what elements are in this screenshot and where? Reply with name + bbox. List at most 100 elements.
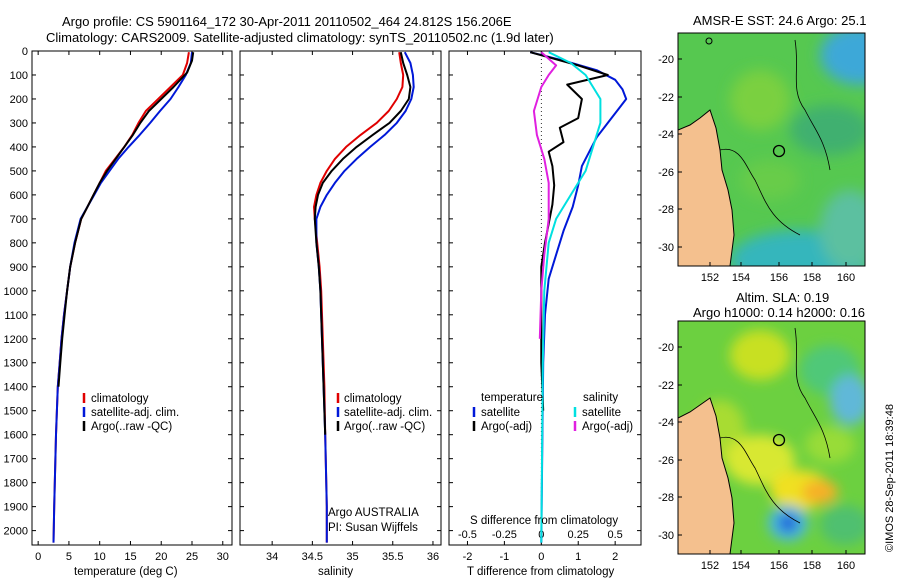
salinity-xlabel: salinity xyxy=(318,566,353,578)
y-tick-label: 2000 xyxy=(4,526,28,538)
series-line-satellite xyxy=(315,51,415,543)
sst-map-ticks: 152 154 156 158 160 -20 -22 -24 -26 -28 -30 xyxy=(658,54,855,284)
y-tick-label: 1400 xyxy=(4,382,28,394)
x-tick-label-top: -0.5 xyxy=(458,529,477,541)
plot-frame xyxy=(31,50,233,546)
lon-tick-label: 160 xyxy=(837,560,855,572)
x-tick-label: -2 xyxy=(463,551,473,563)
series-line-temperature-argo xyxy=(529,51,609,411)
salinity-legend: climatology satellite-adj. clim. Argo(..… xyxy=(328,393,432,534)
y-tick-label: 100 xyxy=(10,70,28,82)
annotation-argo-australia: Argo AUSTRALIA xyxy=(328,507,419,519)
legend-label-climatology: climatology xyxy=(344,393,402,405)
lat-tick-label: -30 xyxy=(658,530,674,542)
lat-tick-label: -20 xyxy=(658,54,674,66)
temperature-xlabel: temperature (deg C) xyxy=(74,566,178,578)
series-line-argo xyxy=(57,52,195,387)
temperature-panel: 0100200300400500600700800900100011001200… xyxy=(4,46,233,563)
difference-xlabel-top: S difference from climatology xyxy=(470,515,618,527)
annotation-pi: PI: Susan Wijffels xyxy=(328,522,418,534)
y-tick-label: 1200 xyxy=(4,334,28,346)
lon-tick-label: 156 xyxy=(770,272,788,284)
sla-map-title-line1: Altim. SLA: 0.19 xyxy=(736,290,829,305)
x-tick-label: 2 xyxy=(612,551,618,563)
y-tick-label: 900 xyxy=(10,262,28,274)
y-tick-label: 1500 xyxy=(4,406,28,418)
x-tick-label: 34.5 xyxy=(302,551,323,563)
y-tick-label: 1600 xyxy=(4,430,28,442)
lat-tick-label: -24 xyxy=(658,417,674,429)
temperature-legend: climatology satellite-adj. clim. Argo(..… xyxy=(82,393,179,433)
y-tick-label: 1700 xyxy=(4,454,28,466)
y-tick-label: 1900 xyxy=(4,502,28,514)
series-line-climatology xyxy=(313,52,405,543)
lon-tick-label: 158 xyxy=(803,560,821,572)
sst-map-frame xyxy=(677,32,866,267)
y-tick-label: 200 xyxy=(10,94,28,106)
y-tick-label: 500 xyxy=(10,166,28,178)
x-tick-label-top: -0.25 xyxy=(492,529,517,541)
lat-tick-label: -24 xyxy=(658,129,674,141)
sla-map xyxy=(678,321,865,554)
x-tick-label: 36 xyxy=(427,551,439,563)
y-tick-label: 1300 xyxy=(4,358,28,370)
legend-header-temperature: temperature xyxy=(481,392,543,404)
x-tick-label: 25 xyxy=(186,551,198,563)
x-tick-label: 0 xyxy=(538,551,544,563)
legend-label-s-argo: Argo(-adj) xyxy=(582,421,633,433)
x-tick-label: 35.5 xyxy=(382,551,403,563)
series-line-argo xyxy=(313,51,412,435)
x-tick-label-top: 0.25 xyxy=(568,529,589,541)
series-line-salinity-satellite xyxy=(540,51,602,543)
x-tick-label: 10 xyxy=(94,551,106,563)
difference-xlabel: T difference from climatology xyxy=(467,566,614,578)
series-line-climatology xyxy=(52,52,190,543)
figure-title-line2: Climatology: CARS2009. Satellite-adjuste… xyxy=(46,30,554,45)
x-tick-label: 30 xyxy=(217,551,229,563)
legend-header-salinity: salinity xyxy=(583,392,618,404)
lon-tick-label: 152 xyxy=(701,560,719,572)
y-tick-label: 300 xyxy=(10,118,28,130)
sla-map-title-line2: Argo h1000: 0.14 h2000: 0.16 xyxy=(693,305,865,320)
y-tick-label: 400 xyxy=(10,142,28,154)
legend-label-s-satellite: satellite xyxy=(582,407,621,419)
series-line-satellite xyxy=(52,52,193,543)
y-tick-label: 1800 xyxy=(4,478,28,490)
y-tick-label: 800 xyxy=(10,238,28,250)
y-tick-label: 1000 xyxy=(4,286,28,298)
legend-label-climatology: climatology xyxy=(91,393,149,405)
lat-tick-label: -22 xyxy=(658,92,674,104)
x-tick-label: 34 xyxy=(266,551,278,563)
legend-label-t-argo: Argo(-adj) xyxy=(481,421,532,433)
legend-label-argo: Argo(..raw -QC) xyxy=(91,421,172,433)
plot-frame xyxy=(239,50,442,546)
x-tick-label: 35 xyxy=(346,551,358,563)
x-tick-label: 0 xyxy=(35,551,41,563)
lat-tick-label: -20 xyxy=(658,342,674,354)
lon-tick-label: 158 xyxy=(803,272,821,284)
lat-tick-label: -28 xyxy=(658,492,674,504)
series-line-temperature-satellite xyxy=(529,51,628,543)
lat-tick-label: -28 xyxy=(658,204,674,216)
imos-credit: ©IMOS 28-Sep-2011 18:39:48 xyxy=(884,404,896,552)
legend-label-satellite: satellite-adj. clim. xyxy=(91,407,179,419)
x-tick-label: 5 xyxy=(66,551,72,563)
lon-tick-label: 156 xyxy=(770,560,788,572)
x-tick-label: 1 xyxy=(575,551,581,563)
lon-tick-label: 152 xyxy=(701,272,719,284)
plot-frame xyxy=(448,50,642,546)
figure-title-line1: Argo profile: CS 5901164_172 30-Apr-2011… xyxy=(62,14,512,29)
lon-tick-label: 154 xyxy=(732,272,750,284)
x-tick-label-top: 0.5 xyxy=(608,529,623,541)
lat-tick-label: -22 xyxy=(658,380,674,392)
legend-label-argo: Argo(..raw -QC) xyxy=(344,421,425,433)
x-tick-label: 15 xyxy=(124,551,136,563)
sst-map-title: AMSR-E SST: 24.6 Argo: 25.1 xyxy=(693,13,866,28)
lat-tick-label: -26 xyxy=(658,455,674,467)
y-tick-label: 600 xyxy=(10,190,28,202)
difference-legend: temperature salinity satellite Argo(-adj… xyxy=(472,392,633,433)
series-line-salinity-argo xyxy=(532,51,558,339)
y-tick-label: 0 xyxy=(22,46,28,58)
